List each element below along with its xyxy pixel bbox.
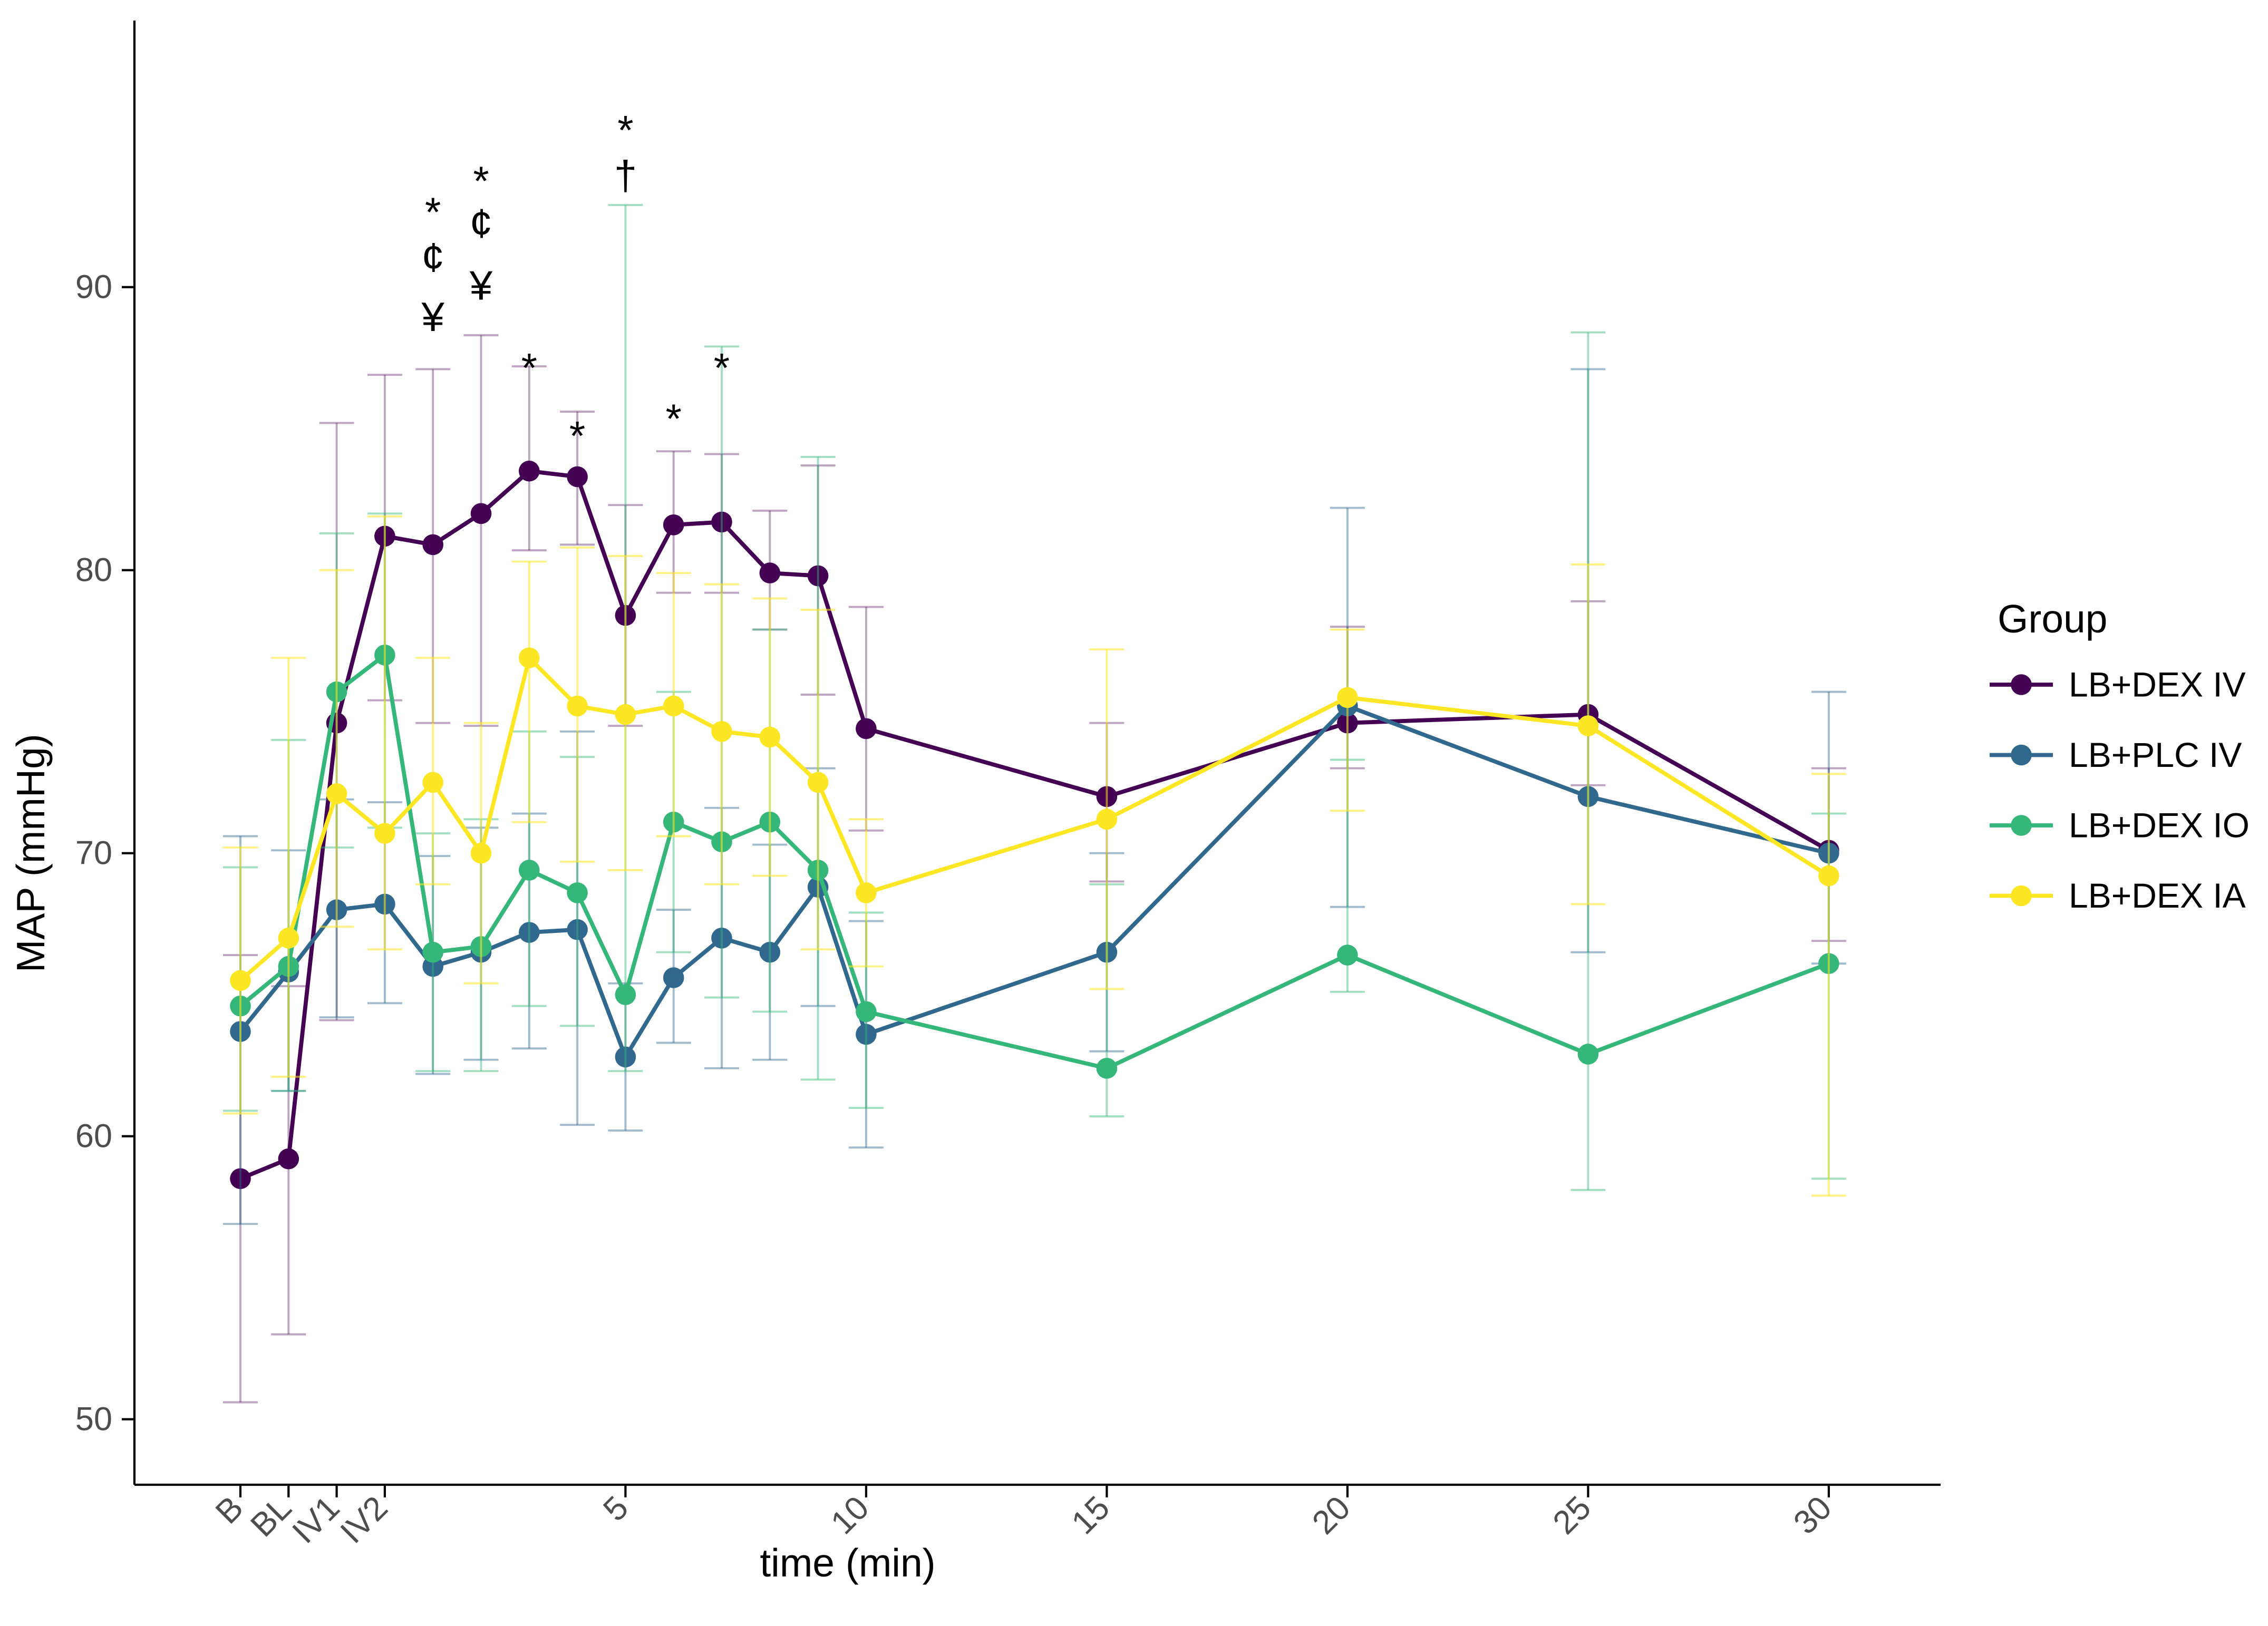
error-bars-lb-plc-iv: [223, 368, 1846, 1225]
significance-glyph: ¥: [469, 262, 493, 309]
data-point-lb-dex-iv-1: [422, 534, 443, 556]
significance-glyph: *: [425, 189, 441, 235]
significance-glyph: *: [521, 344, 537, 391]
legend-label-lb-dex-ia: LB+DEX IA: [2069, 876, 2246, 915]
data-point-lb-dex-io-4: [567, 882, 588, 903]
data-point-lb-dex-iv-9: [807, 565, 829, 587]
series-line-lb-dex-iv: [239, 469, 1830, 1181]
significance-glyph: *: [666, 395, 682, 442]
significance-glyph: ¢: [422, 234, 444, 280]
y-tick-label: 50: [75, 1401, 112, 1438]
x-tick-label: B: [209, 1489, 250, 1531]
error-bars-lb-dex-iv: [223, 334, 1846, 1404]
data-point-lb-dex-ia-8: [759, 726, 781, 748]
x-tick-label: 5: [596, 1489, 635, 1528]
data-point-lb-dex-ia-9: [807, 772, 829, 793]
data-point-lb-dex-ia-B: [230, 970, 251, 991]
x-tick-label: IV2: [333, 1489, 394, 1550]
data-point-lb-plc-iv-10: [856, 1024, 877, 1045]
x-tick-label: 20: [1305, 1489, 1358, 1541]
legend-key-dot-lb-dex-iv: [2011, 674, 2032, 695]
data-point-lb-dex-iv-3: [518, 460, 540, 482]
series-points-lb-dex-iv: [230, 460, 1839, 1190]
data-point-lb-dex-iv-B: [230, 1168, 251, 1190]
legend-label-lb-dex-iv: LB+DEX IV: [2069, 665, 2246, 704]
error-bars-lb-dex-io: [223, 204, 1846, 1191]
y-tick-label: 80: [75, 552, 112, 589]
data-point-lb-dex-ia-3: [518, 647, 540, 668]
data-point-lb-dex-ia-1: [422, 772, 443, 793]
data-point-lb-dex-ia-10: [856, 882, 877, 903]
x-tick-label: 15: [1064, 1489, 1117, 1541]
x-tick-label: BL: [244, 1489, 298, 1544]
data-point-lb-dex-iv-2: [470, 503, 492, 524]
x-tick-label: 30: [1787, 1489, 1839, 1541]
data-point-lb-dex-iv-10: [856, 718, 877, 739]
data-point-lb-plc-iv-4: [567, 919, 588, 940]
data-point-lb-dex-ia-30: [1818, 865, 1839, 887]
y-axis-title: MAP (mmHg): [8, 734, 53, 972]
significance-glyph: *: [617, 106, 633, 153]
legend-key-dot-lb-dex-io: [2011, 815, 2032, 836]
data-point-lb-dex-ia-BL: [278, 928, 299, 949]
error-bars-lb-dex-ia: [223, 515, 1846, 1197]
data-point-lb-dex-ia-25: [1577, 715, 1599, 736]
y-tick-label: 70: [75, 835, 112, 872]
data-point-lb-plc-iv-5: [615, 1046, 636, 1068]
data-point-lb-dex-ia-4: [567, 695, 588, 717]
significance-glyph: †: [614, 152, 637, 198]
significance-glyph: *: [569, 412, 585, 459]
series-points-lb-plc-iv: [230, 695, 1839, 1068]
data-point-lb-dex-io-15: [1096, 1058, 1118, 1079]
legend-label-lb-dex-io: LB+DEX IO: [2069, 806, 2250, 845]
y-tick-label: 90: [75, 269, 112, 306]
legend-title: Group: [1998, 597, 2107, 641]
series-points-lb-dex-io: [230, 645, 1839, 1079]
significance-glyph: ¥: [421, 294, 445, 340]
data-point-lb-dex-ia-15: [1096, 809, 1118, 830]
data-point-lb-dex-iv-8: [759, 562, 781, 583]
significance-glyph: ¢: [470, 200, 492, 247]
data-point-lb-plc-iv-7: [711, 928, 732, 949]
data-point-lb-dex-ia-20: [1337, 687, 1358, 708]
legend-key-dot-lb-plc-iv: [2011, 744, 2032, 766]
data-point-lb-dex-io-3: [518, 860, 540, 881]
legend-label-lb-plc-iv: LB+PLC IV: [2069, 735, 2242, 774]
data-point-lb-plc-iv-3: [518, 922, 540, 943]
data-point-lb-dex-io-5: [615, 984, 636, 1006]
data-point-lb-dex-iv-BL: [278, 1148, 299, 1170]
data-point-lb-dex-ia-IV2: [374, 823, 395, 844]
significance-glyph: *: [714, 344, 730, 391]
data-point-lb-dex-iv-6: [663, 514, 684, 535]
series-line-lb-plc-iv: [238, 704, 1829, 1059]
data-point-lb-plc-iv-8: [759, 941, 781, 963]
data-point-lb-dex-io-1: [422, 941, 443, 963]
x-tick-label: 10: [824, 1489, 876, 1541]
legend-key-dot-lb-dex-ia: [2011, 885, 2032, 907]
data-point-lb-dex-io-20: [1337, 945, 1358, 966]
data-point-lb-dex-iv-7: [711, 511, 732, 533]
data-point-lb-dex-ia-5: [615, 704, 636, 725]
x-axis-title: time (min): [760, 1541, 935, 1585]
data-point-lb-dex-ia-IV1: [326, 783, 347, 804]
data-point-lb-plc-iv-6: [663, 967, 684, 988]
y-tick-label: 60: [75, 1118, 112, 1155]
data-point-lb-dex-ia-6: [663, 695, 684, 717]
data-point-lb-dex-io-25: [1577, 1044, 1599, 1065]
significance-glyph: *: [473, 158, 489, 204]
x-tick-label: 25: [1546, 1489, 1598, 1541]
data-point-lb-dex-ia-7: [711, 721, 732, 742]
data-point-lb-dex-io-10: [856, 1001, 877, 1023]
data-point-lb-dex-ia-2: [470, 842, 492, 864]
data-point-lb-dex-iv-4: [567, 466, 588, 488]
series-points-lb-dex-ia: [230, 647, 1839, 991]
